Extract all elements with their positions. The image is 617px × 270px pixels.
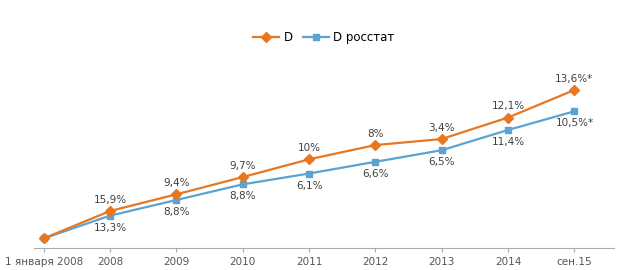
D росстат [504, 128, 511, 131]
Text: 3,4%: 3,4% [428, 123, 455, 133]
D [438, 137, 445, 141]
D [571, 88, 578, 92]
D росстат [239, 183, 246, 186]
D [371, 143, 379, 147]
Text: 10%: 10% [297, 143, 321, 153]
Line: D: D [40, 86, 578, 242]
Text: 13,3%: 13,3% [93, 223, 126, 233]
Text: 8%: 8% [367, 129, 384, 139]
Text: 11,4%: 11,4% [492, 137, 524, 147]
Text: 6,6%: 6,6% [362, 169, 389, 179]
Text: 13,6%*: 13,6%* [555, 74, 594, 84]
Text: 8,8%: 8,8% [163, 207, 189, 217]
D [106, 210, 114, 213]
D росстат [40, 237, 48, 240]
D росстат [438, 148, 445, 152]
D [305, 158, 313, 161]
Legend: D, D росстат: D, D росстат [249, 26, 399, 49]
Text: 15,9%: 15,9% [93, 195, 126, 205]
Text: 9,4%: 9,4% [163, 178, 189, 188]
D [504, 116, 511, 119]
D [173, 193, 180, 196]
Line: D росстат: D росстат [40, 108, 578, 242]
Text: 8,8%: 8,8% [230, 191, 256, 201]
Text: 10,5%*: 10,5%* [555, 119, 594, 129]
Text: 6,1%: 6,1% [296, 181, 322, 191]
D [40, 237, 48, 240]
D росстат [571, 110, 578, 113]
D росстат [305, 172, 313, 175]
Text: 9,7%: 9,7% [230, 161, 256, 171]
Text: 6,5%: 6,5% [428, 157, 455, 167]
Text: 12,1%: 12,1% [492, 101, 524, 111]
D росстат [173, 198, 180, 202]
D [239, 176, 246, 179]
D росстат [106, 214, 114, 217]
D росстат [371, 160, 379, 163]
